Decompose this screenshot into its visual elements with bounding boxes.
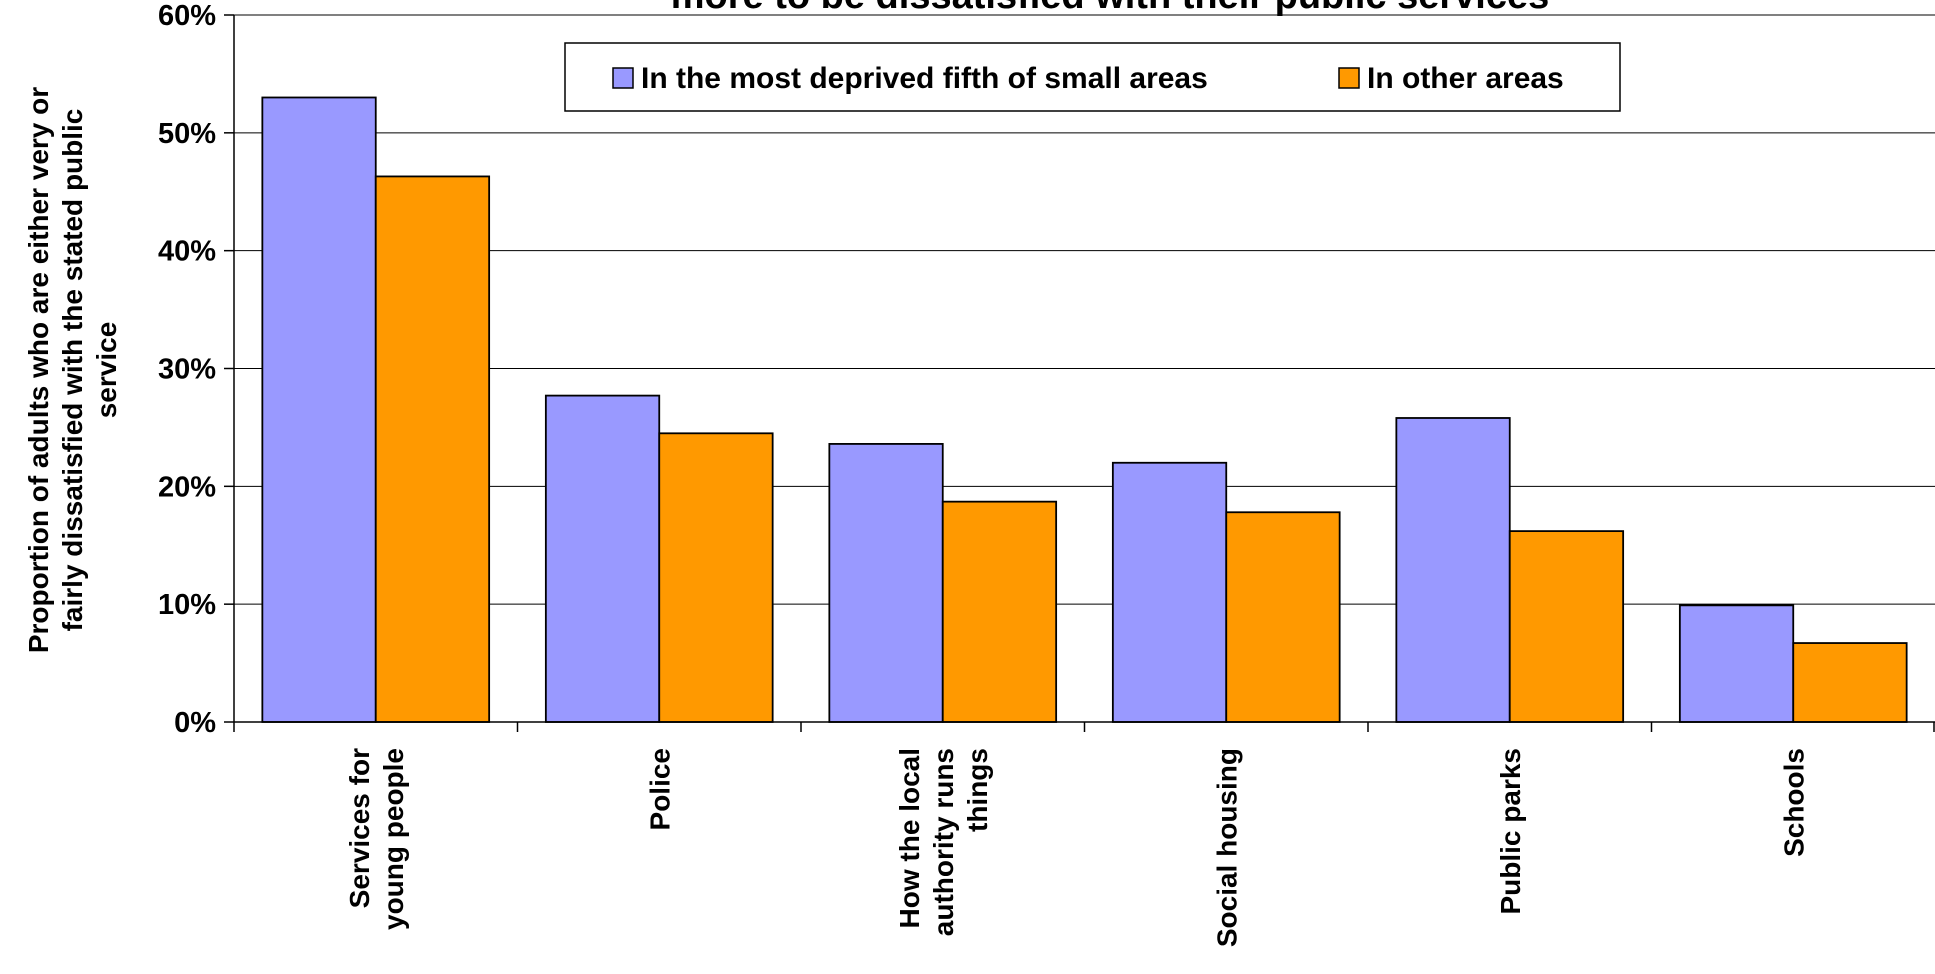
x-category-label-line: How the local	[894, 748, 925, 928]
y-tick-label: 0%	[174, 707, 216, 739]
x-category-label: Services for young people	[344, 748, 409, 930]
bar-other	[941, 500, 1058, 723]
x-axis: Services for young people Police How the lo…	[233, 721, 1935, 947]
bar-deprived	[1678, 604, 1795, 723]
bar-deprived	[544, 394, 661, 723]
x-category-label-line: Services for	[344, 748, 375, 908]
chart-title: more to be dissatisfied with their publi…	[671, 0, 1549, 17]
y-tick-label: 20%	[158, 471, 216, 503]
y-tick-label: 50%	[158, 118, 216, 150]
y-axis-title-text: Proportion of adults who are either very…	[23, 87, 122, 653]
x-category-label-line: Public parks	[1495, 748, 1526, 915]
x-category-label: How the local authority runs things	[894, 748, 993, 936]
x-category-label: Social housing	[1211, 748, 1242, 947]
y-tick-label: 40%	[158, 236, 216, 268]
x-category-label-line: things	[962, 748, 993, 832]
legend-swatch-deprived	[612, 67, 634, 89]
legend-label-other: In other areas	[1367, 62, 1564, 95]
y-axis: 0% 10% 20% 30% 40% 50% 60%	[158, 0, 235, 739]
y-tick-label: 60%	[158, 0, 216, 32]
legend-label-deprived: In the most deprived fifth of small area…	[641, 62, 1208, 95]
x-category-label-line: authority runs	[928, 748, 959, 936]
gridlines	[234, 14, 1935, 605]
x-category-label-line: Schools	[1778, 748, 1809, 857]
x-category-label: Public parks	[1495, 748, 1526, 915]
bar-deprived	[1111, 461, 1228, 723]
bar-deprived	[261, 96, 377, 723]
y-axis-title: Proportion of adults who are either very…	[23, 87, 122, 653]
bar-other	[1225, 511, 1341, 723]
bar-other	[1792, 642, 1908, 723]
y-tick-label: 30%	[158, 354, 216, 386]
x-category-label-line: Social housing	[1211, 748, 1242, 947]
legend-swatch-other	[1338, 67, 1360, 89]
bar-other	[1508, 530, 1625, 723]
bar-deprived	[1395, 417, 1511, 723]
y-axis-title-line: fairly dissatisfied with the stated publ…	[57, 109, 88, 632]
y-tick-label: 10%	[158, 589, 216, 621]
bars	[261, 96, 1908, 723]
x-category-label-line: young people	[378, 748, 409, 930]
legend-box	[564, 42, 1621, 112]
y-axis-title-line: service	[91, 322, 122, 419]
x-category-label-line: Police	[644, 748, 675, 830]
bar-deprived	[828, 443, 944, 723]
x-category-label: Schools	[1778, 748, 1809, 857]
bar-other	[374, 175, 491, 723]
legend: In the most deprived fifth of small area…	[564, 42, 1621, 112]
x-category-label: Police	[644, 748, 675, 830]
bar-other	[658, 432, 774, 723]
y-axis-title-line: Proportion of adults who are either very…	[23, 87, 54, 653]
